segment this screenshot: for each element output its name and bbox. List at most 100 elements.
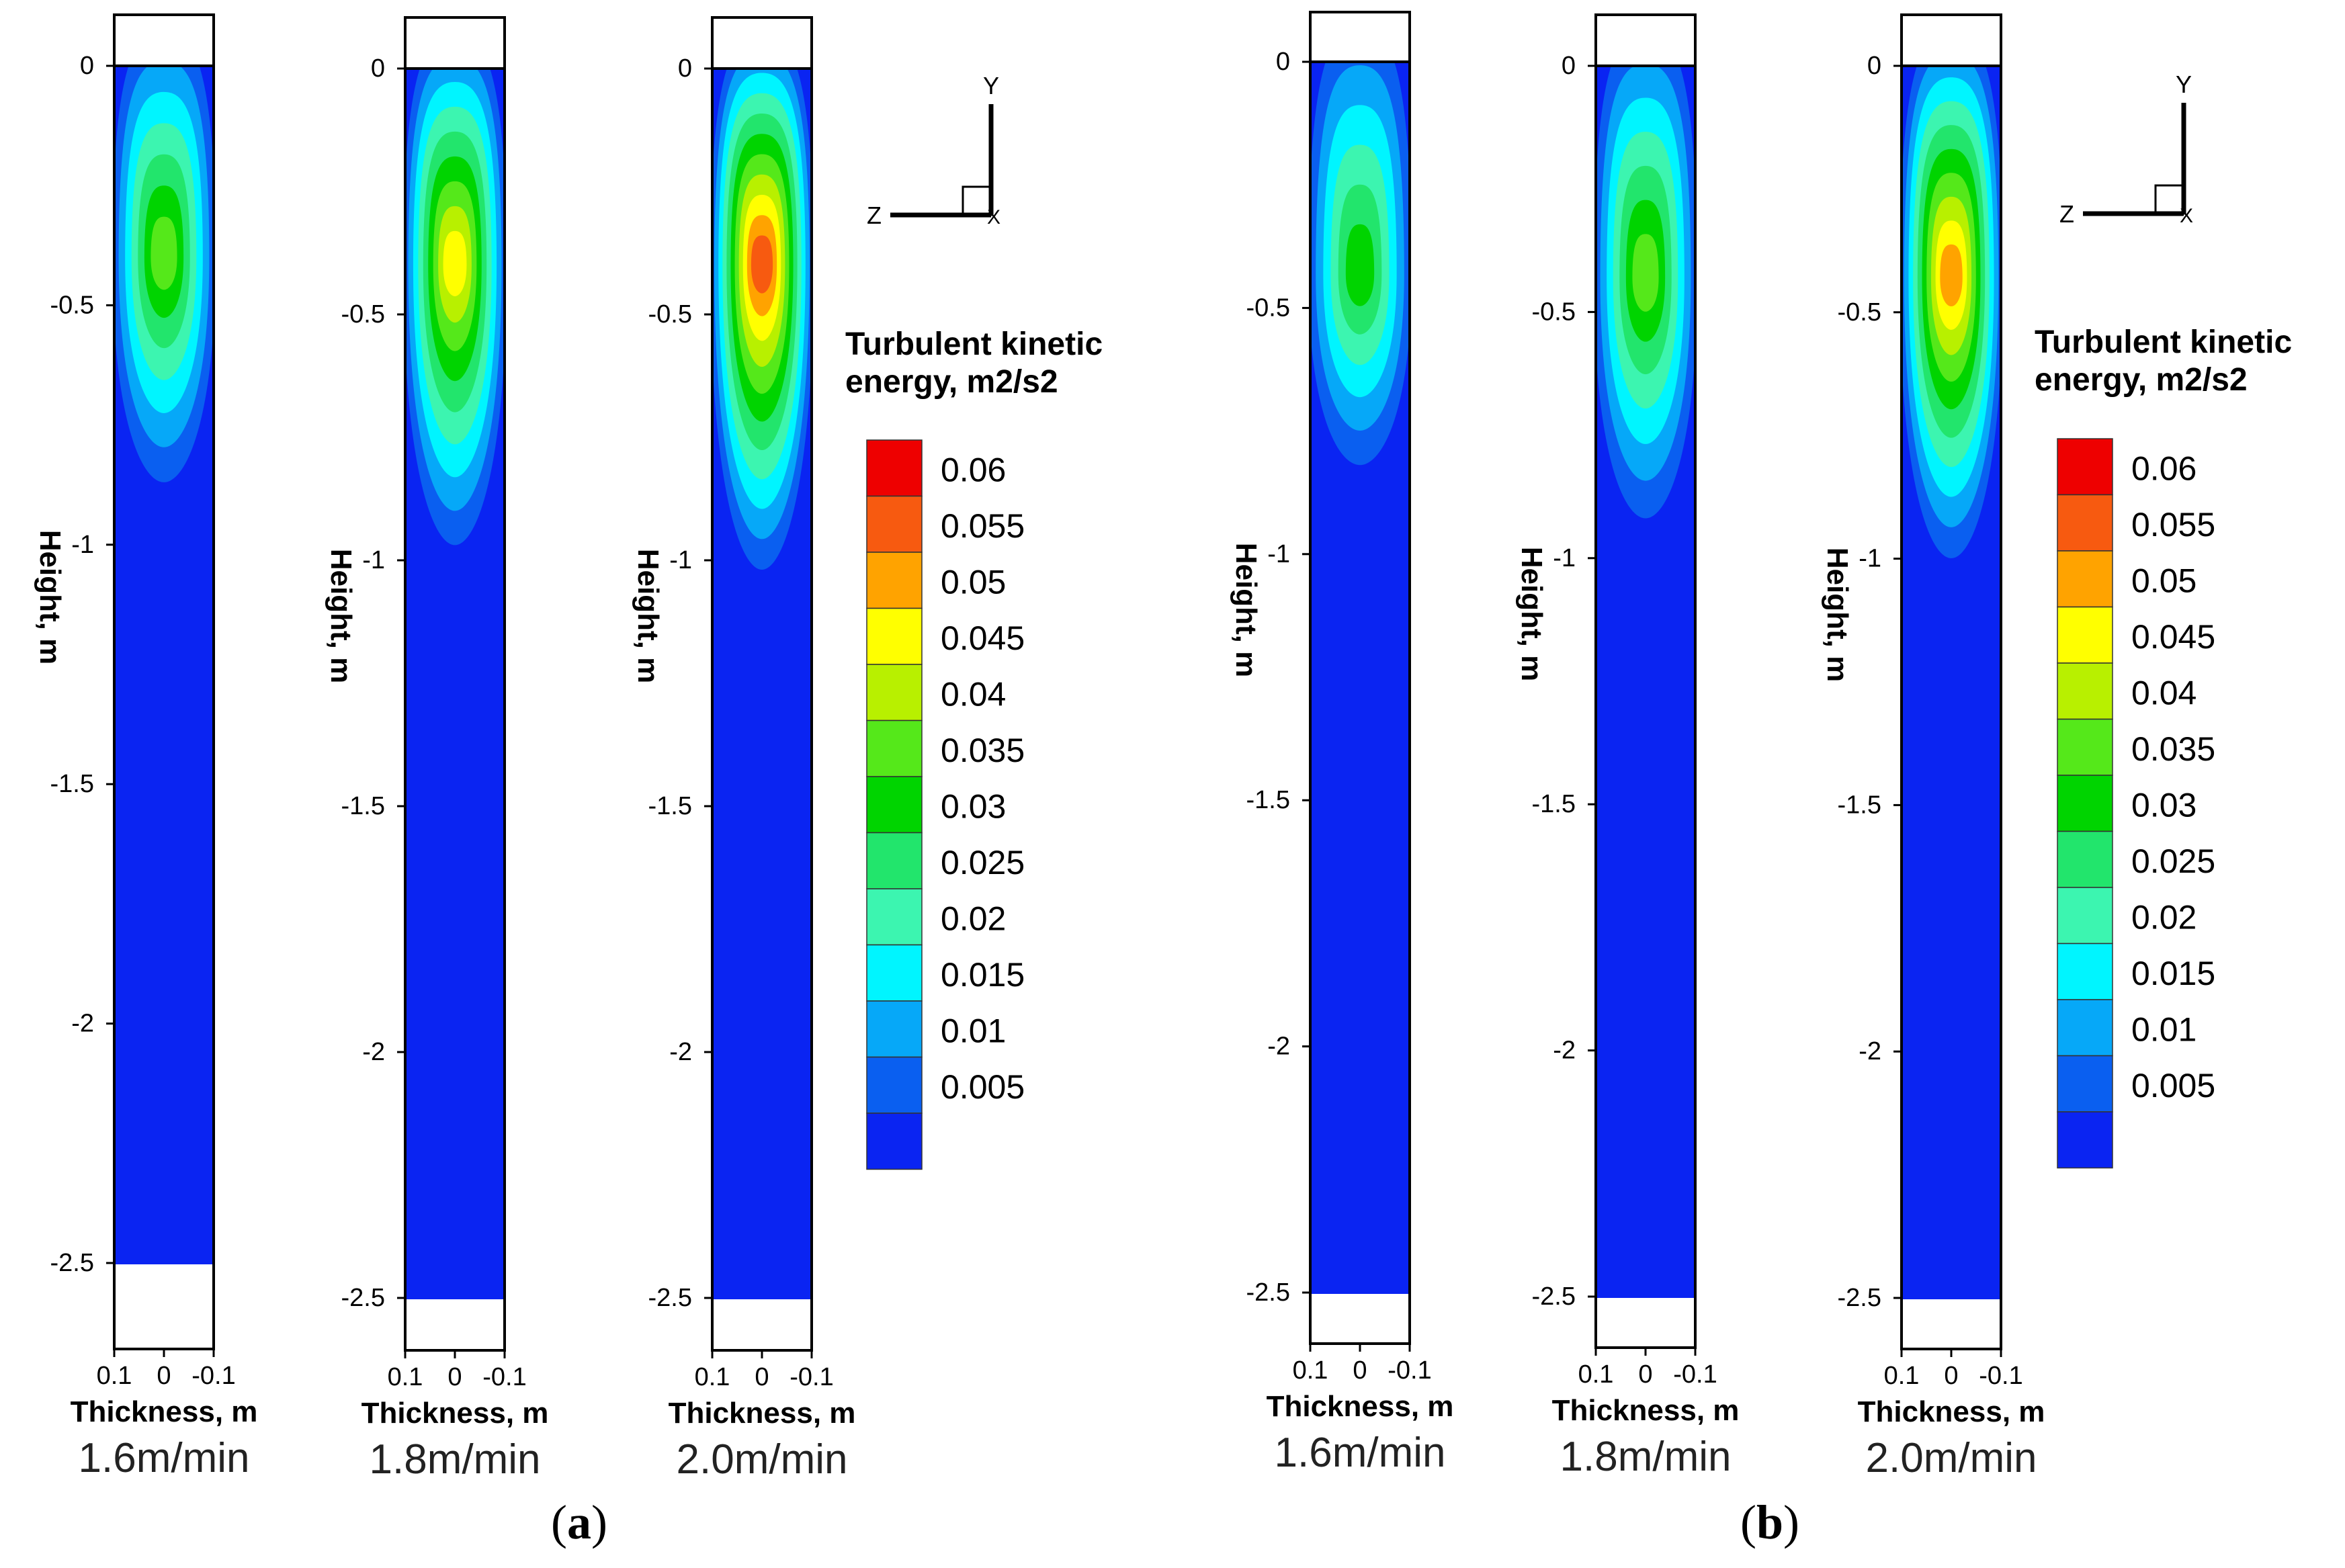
triad-y-label: Y (2176, 71, 2192, 98)
x-axis-label: Thickness, m (669, 1397, 856, 1430)
y-tick-label: -0.5 (341, 300, 385, 329)
x-tick-label: 0.1 (1884, 1362, 1920, 1390)
y-tick-label: -0.5 (648, 300, 692, 329)
triad-y-label: Y (983, 72, 999, 99)
x-tick-label: 0 (1638, 1360, 1652, 1389)
strand-bottom-cap (1596, 1298, 1695, 1348)
y-tick-label: -2.5 (648, 1284, 692, 1312)
strand-bottom-cap (114, 1264, 214, 1349)
mold-top-cap (711, 16, 813, 70)
contour-band-0.035 (151, 216, 177, 290)
legend-level-label: 0.04 (941, 676, 1006, 713)
x-tick-label: -0.1 (482, 1363, 526, 1391)
legend-swatch (866, 439, 923, 497)
x-axis-label: Thickness, m (1552, 1394, 1740, 1427)
legend-swatch (2057, 1111, 2113, 1169)
y-axis-label: Height, m (325, 549, 357, 683)
y-tick-label: -0.5 (1838, 298, 1881, 326)
y-tick-label: -1 (1553, 544, 1576, 572)
legend-level-label: 0.05 (2131, 562, 2197, 600)
x-tick-label: 0.1 (695, 1363, 730, 1391)
casting-speed-label: 2.0m/min (677, 1436, 848, 1483)
contour-bands (712, 69, 812, 570)
legend-swatch (866, 832, 923, 889)
y-tick-label: -2.5 (1246, 1278, 1290, 1307)
y-tick-label: -1.5 (1246, 786, 1290, 814)
y-tick-label: -2 (362, 1038, 385, 1066)
mold-top-cap (1594, 13, 1697, 67)
legend-swatch (2057, 999, 2113, 1057)
x-tick-label: -0.1 (1388, 1356, 1431, 1385)
strand-bottom-cap (1310, 1294, 1410, 1344)
legend-swatch (2057, 1055, 2113, 1113)
legend-level-label: 0.055 (2131, 506, 2215, 543)
x-tick-label: -0.1 (1673, 1360, 1717, 1389)
legend-level-label: 0.015 (941, 956, 1025, 994)
legend-swatch (2057, 775, 2113, 832)
legend-level-label: 0.005 (2131, 1067, 2215, 1104)
x-axis-label: Thickness, m (71, 1395, 258, 1428)
casting-speed-label: 1.8m/min (370, 1436, 541, 1483)
triad-z-label: Z (867, 202, 882, 229)
legend-swatch (866, 1113, 923, 1170)
caption-b-letter: b (1756, 1495, 1784, 1549)
contour-band-0.045 (443, 230, 467, 296)
legend-swatch (866, 607, 923, 665)
y-tick-label: -2.5 (50, 1249, 94, 1277)
legend-level-label: 0.03 (941, 788, 1006, 826)
caption-a: (a) (551, 1495, 607, 1549)
legend-level-label: 0.045 (941, 619, 1025, 657)
legend-swatch (2057, 662, 2113, 720)
y-tick-label: -2.5 (1838, 1284, 1881, 1312)
strand-bottom-cap (1902, 1299, 2001, 1349)
legend-swatch (866, 720, 923, 777)
legend-swatch (866, 495, 923, 553)
legend-swatch (2057, 606, 2113, 664)
y-axis-label: Height, m (1230, 543, 1263, 677)
triad-z-label: Z (2059, 200, 2074, 228)
legend-title-line2: energy, m2/s2 (845, 364, 1058, 400)
x-tick-label: 0.1 (388, 1363, 423, 1391)
mold-top-cap (113, 13, 215, 67)
y-tick-label: -1 (1267, 540, 1290, 568)
strand-bottom-cap (712, 1299, 812, 1350)
mold-top-cap (1900, 13, 2002, 67)
x-tick-label: 0 (1944, 1362, 1958, 1390)
contour-panel-b-1.8m/min: 0 -0.5 -1 -1.5 -2 -2.5 0.1 0 -0.1 Thickness, m Hei… (1515, 13, 1740, 1480)
casting-speed-label: 2.0m/min (1866, 1435, 2037, 1481)
casting-speed-label: 1.6m/min (1275, 1430, 1446, 1476)
legend-level-label: 0.005 (941, 1068, 1025, 1106)
legend-level-label: 0.055 (941, 507, 1025, 545)
legend-swatch (2057, 438, 2113, 496)
x-tick-label: -0.1 (1979, 1362, 2022, 1390)
y-tick-label: -1.5 (50, 770, 94, 798)
y-tick-label: 0 (1562, 52, 1576, 80)
legend-level-label: 0.06 (941, 451, 1006, 489)
y-tick-label: -1.5 (648, 792, 692, 820)
legend-swatch (866, 552, 923, 609)
legend-level-label: 0.02 (941, 900, 1006, 938)
legend-swatch (2057, 494, 2113, 552)
x-tick-label: 0.1 (97, 1362, 132, 1390)
legend-swatch (866, 1000, 923, 1058)
y-axis-label: Height, m (632, 549, 665, 683)
legend-swatch (2057, 718, 2113, 776)
contour-panel-b-2.0m/min: 0 -0.5 -1 -1.5 -2 -2.5 0.1 0 -0.1 Thickness, m Hei… (1821, 13, 2045, 1481)
y-tick-label: -1.5 (1838, 791, 1881, 819)
legend-level-label: 0.045 (2131, 618, 2215, 656)
x-tick-label: 0.1 (1293, 1356, 1328, 1385)
contour-bands (1596, 66, 1695, 519)
legend-title-line1: Turbulent kinetic (2035, 324, 2292, 360)
x-tick-label: 0 (157, 1362, 171, 1390)
legend-swatch (2057, 550, 2113, 608)
axis-triad-icon: Y Z X (867, 72, 1000, 229)
y-axis-label: Height, m (1821, 548, 1854, 682)
legend-level-label: 0.01 (2131, 1011, 2197, 1049)
legend-swatch (866, 664, 923, 722)
x-tick-label: 0 (1353, 1356, 1367, 1385)
y-tick-label: -1 (362, 546, 385, 574)
legend-level-label: 0.035 (2131, 730, 2215, 768)
contour-bands (1310, 62, 1410, 466)
